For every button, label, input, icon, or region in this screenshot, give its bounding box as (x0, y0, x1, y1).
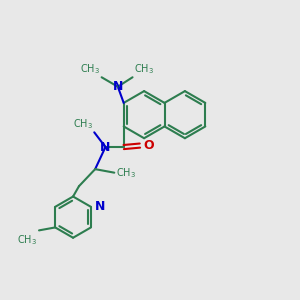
Text: O: O (143, 139, 154, 152)
Text: CH$_3$: CH$_3$ (134, 63, 154, 76)
Text: CH$_3$: CH$_3$ (73, 117, 93, 131)
Text: N: N (94, 200, 105, 213)
Text: N: N (100, 141, 111, 154)
Text: CH$_3$: CH$_3$ (116, 166, 136, 180)
Text: N: N (112, 80, 123, 93)
Text: CH$_3$: CH$_3$ (80, 63, 100, 76)
Text: CH$_3$: CH$_3$ (17, 233, 37, 247)
